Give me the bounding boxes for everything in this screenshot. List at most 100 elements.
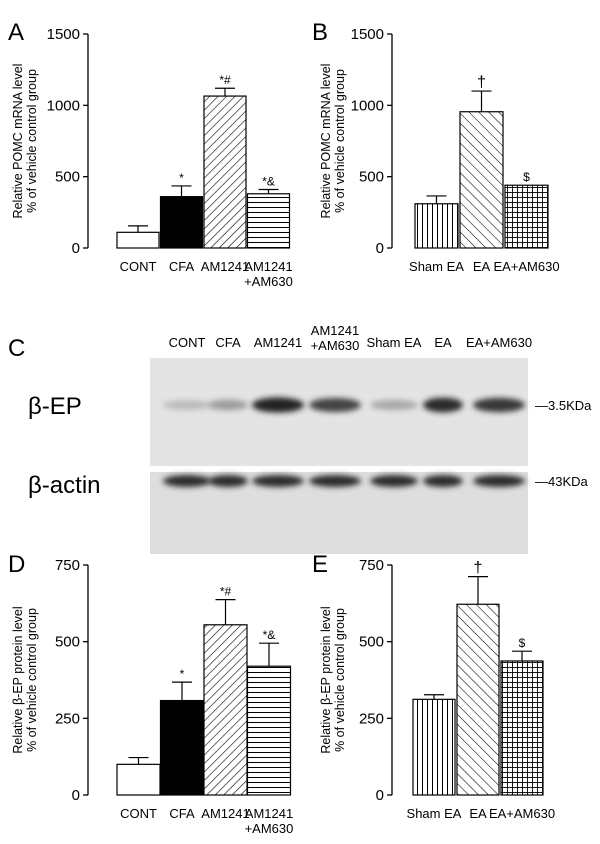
blot-band	[309, 398, 361, 412]
y-tick-label: 500	[359, 169, 384, 186]
significance-mark: *#	[220, 585, 232, 599]
x-tick-label: EA+AM630	[493, 259, 559, 274]
bar	[246, 665, 292, 796]
blot-lane-label: Sham EA	[367, 335, 422, 350]
significance-mark: $	[519, 636, 526, 650]
blot-band	[163, 400, 211, 410]
significance-mark: $	[523, 170, 530, 184]
y-tick-label: 1000	[351, 97, 384, 114]
bar	[504, 184, 549, 249]
panel-letter-c: C	[8, 335, 25, 362]
bar	[459, 111, 504, 249]
x-tick-label: CONT	[120, 259, 157, 274]
significance-mark: †	[477, 74, 486, 91]
x-tick-label: CFA	[169, 259, 195, 274]
blot-lane-label: CONT	[169, 335, 206, 350]
y-tick-label: 0	[376, 240, 384, 257]
y-axis-label: % of vehicle control group	[333, 608, 347, 752]
x-tick-label: EA+AM630	[489, 806, 555, 821]
panel-letter-b: B	[312, 19, 328, 46]
panel-letter-a: A	[8, 19, 24, 46]
blot-lane-label: +AM630	[311, 338, 360, 353]
x-tick-label: +AM630	[244, 274, 293, 289]
bar	[500, 660, 544, 796]
bar	[203, 624, 248, 796]
y-tick-label: 0	[72, 240, 80, 257]
significance-mark: *	[180, 667, 185, 681]
significance-mark: *&	[262, 175, 275, 189]
y-axis-label: Relative β-EP protein level	[11, 606, 25, 753]
blot-lane-label: AM1241	[254, 335, 302, 350]
blot-band	[473, 397, 525, 413]
chart-panel-e: 0 250 500 750 Relative β-EP protein level% o…	[319, 557, 555, 821]
blot-membrane	[150, 358, 528, 466]
x-tick-label: AM1241	[201, 806, 249, 821]
blot-band	[370, 475, 418, 487]
significance-mark: *#	[219, 73, 231, 87]
blot-band	[252, 475, 304, 487]
x-tick-label: AM1241	[245, 806, 293, 821]
x-tick-label: AM1241	[201, 259, 249, 274]
y-axis-label: % of vehicle control group	[25, 608, 39, 752]
chart-panel-a: 0 500 1000 1500 Relative POMC mRNA level% of…	[11, 26, 293, 289]
x-tick-label: CFA	[169, 806, 195, 821]
blot-lane-label: EA+AM630	[466, 335, 532, 350]
blot-band	[309, 475, 361, 487]
x-tick-label: AM1241	[244, 259, 292, 274]
y-axis-label: % of vehicle control group	[333, 69, 347, 213]
blot-band	[208, 399, 248, 411]
panel-letter-e: E	[312, 551, 328, 578]
bar	[159, 699, 205, 796]
blot-band	[423, 397, 463, 413]
y-tick-label: 0	[72, 787, 80, 804]
x-tick-label: EA	[473, 259, 491, 274]
blot-lane-label: EA	[434, 335, 452, 350]
significance-mark: †	[474, 560, 483, 577]
y-tick-label: 0	[376, 787, 384, 804]
x-tick-label: EA	[469, 806, 487, 821]
y-axis-label: Relative POMC mRNA level	[11, 64, 25, 219]
y-tick-label: 250	[359, 710, 384, 727]
bar	[246, 193, 291, 249]
blot-row-label: β-actin	[28, 472, 101, 499]
y-tick-label: 1500	[351, 26, 384, 43]
y-tick-label: 500	[55, 169, 80, 186]
molecular-weight-marker: —43KDa	[535, 474, 589, 489]
blot-lane-label: AM1241	[311, 323, 359, 338]
blot-band	[208, 475, 248, 487]
x-tick-label: Sham EA	[409, 259, 464, 274]
blot-band	[423, 475, 463, 487]
chart-panel-d: 0 250 500 750 Relative β-EP protein level% o…	[11, 557, 293, 836]
bar	[116, 763, 161, 796]
panel-letter-d: D	[8, 551, 25, 578]
x-tick-label: Sham EA	[407, 806, 462, 821]
bar	[456, 603, 500, 796]
y-tick-label: 250	[55, 710, 80, 727]
x-tick-label: +AM630	[245, 821, 294, 836]
y-axis-label: Relative POMC mRNA level	[319, 64, 333, 219]
bar	[159, 196, 204, 249]
bar	[116, 231, 160, 249]
blot-band	[163, 475, 211, 487]
y-tick-label: 500	[359, 634, 384, 651]
blot-row: β-EP —3.5KDa	[28, 358, 592, 466]
molecular-weight-marker: —3.5KDa	[535, 398, 592, 413]
blot-band	[370, 399, 418, 411]
y-axis-label: Relative β-EP protein level	[319, 606, 333, 753]
y-axis-label: % of vehicle control group	[25, 69, 39, 213]
significance-mark: *	[179, 171, 184, 185]
y-tick-label: 750	[359, 557, 384, 574]
blot-row: β-actin —43KDa	[28, 472, 589, 554]
chart-panel-b: 0 500 1000 1500 Relative POMC mRNA level% of…	[319, 26, 560, 274]
panel-letters: A B C D E	[8, 19, 328, 578]
significance-mark: *&	[263, 628, 276, 642]
y-tick-label: 1500	[47, 26, 80, 43]
y-tick-label: 750	[55, 557, 80, 574]
blot-band	[473, 475, 525, 487]
bar	[412, 698, 456, 796]
y-tick-label: 500	[55, 634, 80, 651]
y-tick-label: 1000	[47, 97, 80, 114]
